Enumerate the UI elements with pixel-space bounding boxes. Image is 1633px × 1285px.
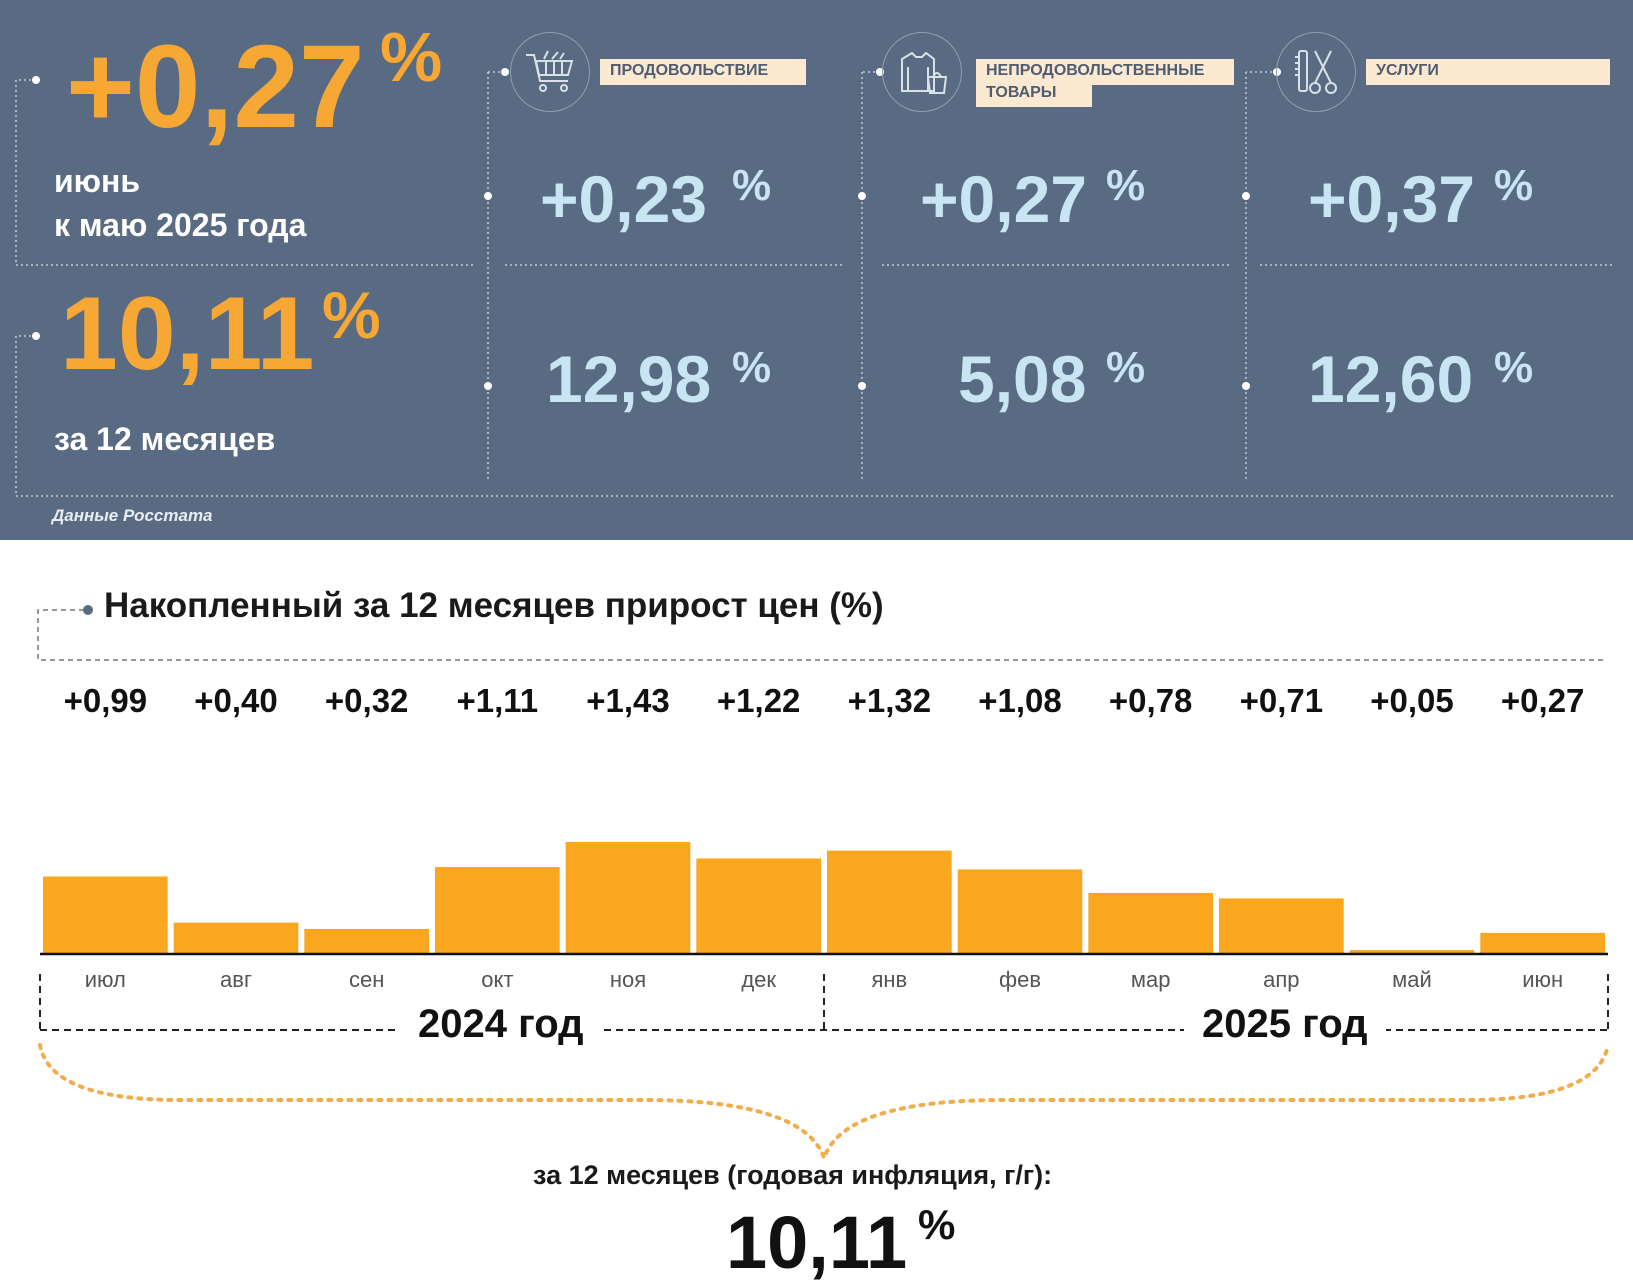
year-label-2025: 2025 год <box>1184 1002 1386 1047</box>
nonfood-annual-unit: % <box>1106 343 1146 392</box>
month-tick-label: дек <box>741 967 776 992</box>
annual-sum-brace <box>38 1043 1610 1165</box>
services-annual-unit: % <box>1494 343 1534 392</box>
bar-мар <box>1088 892 1213 954</box>
category-label-nonfood-line1: НЕПРОДОВОЛЬСТВЕННЫЕ <box>976 59 1234 85</box>
month-tick-label: май <box>1392 967 1432 992</box>
food-monthly-value: +0,23 <box>540 162 707 236</box>
food-annual-unit: % <box>732 343 772 392</box>
annual-total-value: 10,11 <box>726 1201 908 1284</box>
food-monthly-unit: % <box>732 161 772 210</box>
bar-сен <box>304 928 429 954</box>
bar-май <box>1349 950 1475 954</box>
category-label-services: УСЛУГИ <box>1366 59 1610 85</box>
chart-title: Накопленный за 12 месяцев прирост цен (%… <box>104 586 884 625</box>
bar-окт <box>435 867 560 954</box>
category-label-food: ПРОДОВОЛЬСТВИЕ <box>600 59 806 85</box>
month-tick-label: фев <box>999 967 1041 992</box>
year-label-2024: 2024 год <box>400 1002 602 1047</box>
bar-фев <box>957 869 1083 954</box>
annual-caption: за 12 месяцев <box>54 421 276 457</box>
month-tick-label: июл <box>85 967 126 992</box>
comb-scissors-icon <box>1276 32 1356 112</box>
nonfood-monthly-value: +0,27 <box>920 162 1087 236</box>
shopping-cart-icon <box>510 32 590 112</box>
clothing-bag-icon <box>882 32 962 112</box>
category-label-nonfood-line2: ТОВАРЫ <box>976 81 1092 107</box>
bar-value-label: +1,32 <box>848 682 932 719</box>
bar-value-label: +0,27 <box>1501 682 1585 719</box>
data-source: Данные Росстата <box>52 506 213 525</box>
month-tick-label: июн <box>1522 967 1563 992</box>
bar-value-label: +0,32 <box>325 682 409 719</box>
nonfood-annual-value: 5,08 <box>958 342 1087 416</box>
bar-value-label: +0,40 <box>194 682 278 719</box>
month-tick-label: апр <box>1263 967 1299 992</box>
bar-value-label: +0,78 <box>1109 682 1193 719</box>
month-tick-label: авг <box>220 967 252 992</box>
bar-value-label: +1,43 <box>586 682 670 719</box>
monthly-inflation-value: +0,27 <box>66 21 365 153</box>
month-tick-label: мар <box>1131 967 1171 992</box>
annual-inflation-unit: % <box>322 278 381 352</box>
bar-value-label: +0,05 <box>1370 682 1454 719</box>
month-tick-label: янв <box>871 967 907 992</box>
bar-value-label: +1,22 <box>717 682 801 719</box>
bar-июн <box>1480 932 1605 954</box>
annual-caption-bottom: за 12 месяцев (годовая инфляция, г/г): <box>533 1160 1053 1190</box>
annual-inflation-value: 10,11 <box>60 276 315 392</box>
bar-апр <box>1219 898 1344 954</box>
bar-value-label: +0,99 <box>64 682 148 719</box>
monthly-caption-month: июнь <box>54 163 140 199</box>
month-tick-label: окт <box>481 967 513 992</box>
services-annual-value: 12,60 <box>1308 342 1474 416</box>
inflation-summary-panel: +0,27 % июнь к маю 2025 года 10,11 % за … <box>0 0 1633 540</box>
bar-value-label: +0,71 <box>1240 682 1324 719</box>
services-monthly-unit: % <box>1494 161 1534 210</box>
monthly-inflation-chart: +0,99 июл +0,40 авг +0,32 сен +1,11 окт +1,43 ноя… <box>37 605 1610 1165</box>
month-tick-label: ноя <box>610 967 646 992</box>
bar-авг <box>173 922 299 954</box>
annual-total-unit: % <box>918 1201 956 1248</box>
bar-янв <box>827 850 952 954</box>
month-tick-label: сен <box>349 967 384 992</box>
bar-value-label: +1,11 <box>456 682 538 719</box>
monthly-caption-comparison: к маю 2025 года <box>54 207 307 243</box>
monthly-inflation-unit: % <box>380 18 443 96</box>
services-monthly-value: +0,37 <box>1308 162 1475 236</box>
bar-ноя <box>565 842 691 954</box>
food-annual-value: 12,98 <box>546 342 712 416</box>
bar-июл <box>43 876 168 954</box>
bar-value-label: +1,08 <box>978 682 1062 719</box>
bar-дек <box>696 858 821 954</box>
nonfood-monthly-unit: % <box>1106 161 1146 210</box>
